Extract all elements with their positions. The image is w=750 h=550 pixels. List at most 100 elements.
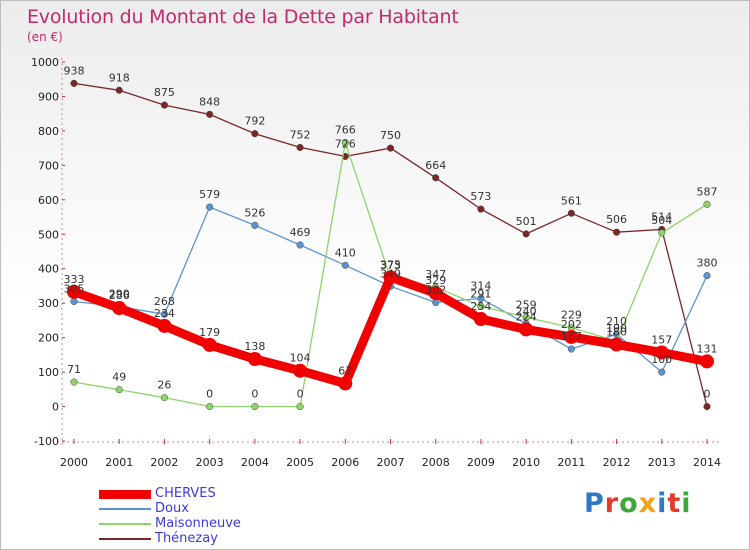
data-label-thenezay: 750 [380,129,401,142]
data-label-cherves: 234 [154,307,175,320]
data-point-maisonneuve [703,200,711,208]
data-point-doux [251,221,259,229]
y-tick-label: 200 [38,332,59,345]
data-label-cherves: 157 [651,333,672,346]
data-point-thenezay [432,174,440,182]
data-point-doux [341,261,349,269]
data-label-maisonneuve: 190 [606,322,627,335]
data-label-cherves: 375 [380,258,401,271]
data-point-maisonneuve [160,394,168,402]
data-label-doux: 100 [651,353,672,366]
x-tick-label: 2013 [648,456,676,469]
data-point-thenezay [115,86,123,94]
data-point-thenezay [251,130,259,138]
data-point-cherves [564,329,579,344]
data-point-cherves [654,345,669,360]
data-point-maisonneuve [296,402,304,411]
x-tick-label: 2002 [150,456,178,469]
data-label-maisonneuve: 291 [470,287,491,300]
y-tick-label: 300 [38,297,59,310]
data-label-cherves: 131 [697,342,718,355]
data-point-doux [703,272,711,280]
chart-axes: -100010020030040050060070080090010002000… [31,56,721,469]
data-label-cherves: 329 [425,274,446,287]
data-point-maisonneuve [115,386,123,394]
data-label-thenezay: 506 [606,213,627,226]
data-label-maisonneuve: 259 [516,298,537,311]
data-label-thenezay: 875 [154,86,175,99]
x-tick-label: 2003 [196,456,224,469]
data-label-cherves: 254 [470,300,491,313]
chart-title: Evolution du Montant de la Dette par Hab… [27,6,459,28]
data-point-cherves [700,354,714,369]
data-label-maisonneuve: 26 [157,379,171,392]
proxiti-logo: Proxiti [584,488,692,519]
data-label-thenezay: 918 [109,71,130,84]
data-label-thenezay: 664 [425,159,446,172]
data-label-maisonneuve: 71 [67,363,81,376]
legend-swatch-maisonneuve [99,523,151,525]
data-label-cherves: 180 [606,326,627,339]
data-label-doux: 290 [109,288,130,301]
data-point-cherves [519,322,534,337]
data-label-cherves: 104 [290,352,311,365]
y-tick-label: 500 [38,228,59,241]
x-tick-label: 2008 [422,456,450,469]
unit-label: (en €) [27,30,63,44]
data-label-cherves: 333 [64,273,85,286]
data-point-thenezay [477,205,485,213]
data-labels: 938 918 875 848 792 752 726 750 664 573 501 561 506 5… [64,64,718,400]
data-point-doux [296,241,304,249]
data-point-doux [160,310,168,318]
data-label-thenezay: 0 [704,388,711,401]
data-point-cherves [112,301,127,316]
y-tick-label: -100 [34,435,59,448]
x-tick-label: 2014 [693,456,721,469]
legend-swatch-doux [99,508,151,510]
data-point-doux [206,203,214,211]
y-tick-label: 1000 [31,56,59,69]
x-tick-label: 2006 [331,456,359,469]
data-label-cherves: 67 [338,364,352,377]
data-label-cherves: 138 [244,340,265,353]
data-label-maisonneuve: 0 [206,388,213,401]
data-point-cherves [247,351,262,366]
data-point-thenezay [296,143,304,151]
data-label-cherves: 224 [516,310,537,323]
y-tick-label: 0 [52,401,59,414]
data-point-doux [70,297,78,306]
data-point-cherves [383,270,398,285]
data-label-doux: 167 [561,330,582,343]
data-point-cherves [157,318,172,333]
data-label-thenezay: 726 [335,137,356,150]
data-label-maisonneuve: 373 [380,259,401,272]
data-label-thenezay: 792 [244,115,265,128]
data-label-thenezay: 573 [470,190,491,203]
data-point-thenezay [70,79,78,87]
data-point-maisonneuve [477,302,485,310]
data-point-thenezay [613,228,621,236]
data-point-doux [477,294,485,302]
legend-swatch-cherves [99,490,151,499]
data-point-cherves [609,337,624,352]
x-tick-label: 2001 [105,456,133,469]
legend-label-maisonneuve: Maisonneuve [155,516,241,531]
data-label-thenezay: 561 [561,194,582,207]
data-label-doux: 410 [335,246,356,259]
data-label-maisonneuve: 347 [425,268,446,281]
data-label-doux: 240 [516,305,537,318]
data-label-cherves: 179 [199,326,220,339]
data-point-thenezay [386,144,395,152]
data-point-cherves [202,337,217,352]
legend-label-thenezay: Thénezay [155,531,218,546]
data-label-thenezay: 501 [516,215,537,228]
data-label-thenezay: 938 [64,64,85,77]
data-label-maisonneuve: 766 [335,124,356,137]
data-label-doux: 305 [64,282,85,295]
data-label-thenezay: 848 [199,95,220,108]
x-tick-label: 2004 [241,456,269,469]
data-label-doux: 302 [425,283,446,296]
data-label-thenezay: 752 [290,128,311,141]
x-tick-label: 2010 [512,456,540,469]
